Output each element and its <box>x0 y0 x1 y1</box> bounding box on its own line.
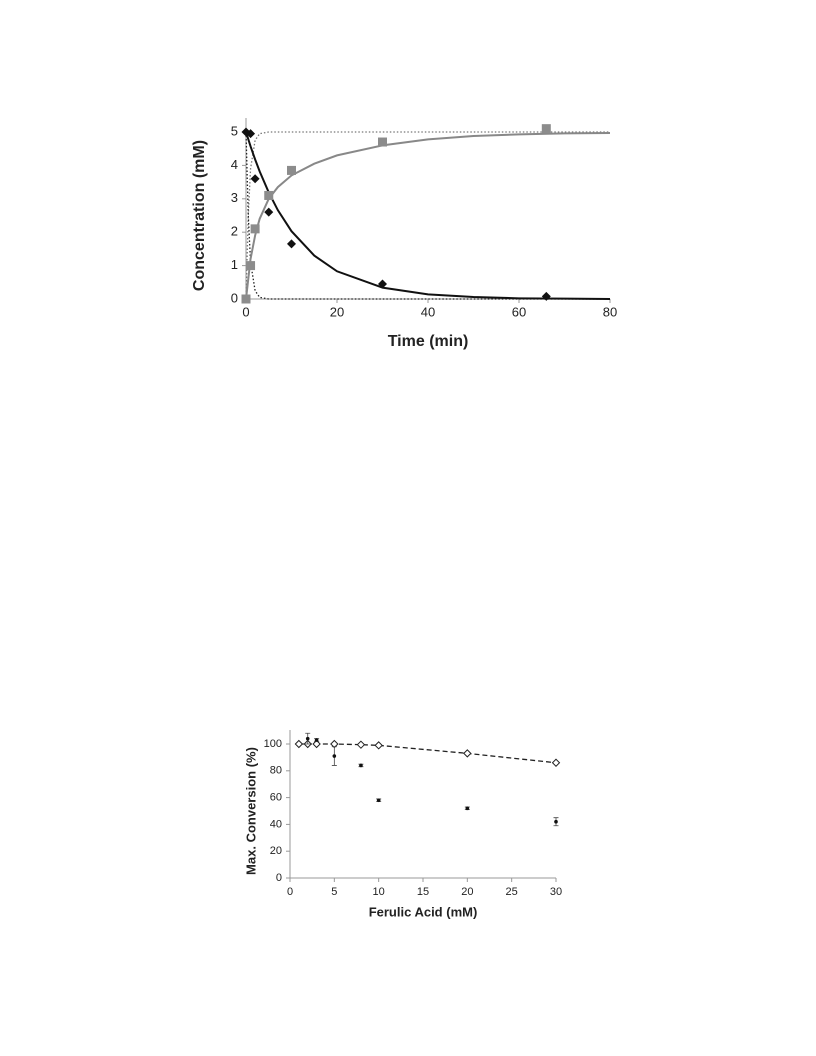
fit-line <box>245 131 610 300</box>
marker <box>359 763 363 768</box>
x-tick-label: 30 <box>550 886 562 898</box>
y-axis-label: Max. Conversion (%) <box>243 747 258 875</box>
y-tick-label: 20 <box>270 845 282 857</box>
y-tick-label: 3 <box>231 190 238 205</box>
marker <box>463 749 472 758</box>
x-tick-label: 0 <box>287 886 293 898</box>
marker <box>376 798 381 803</box>
marker <box>332 754 337 758</box>
marker <box>551 758 561 767</box>
marker <box>250 224 260 234</box>
y-tick-label: 4 <box>231 157 238 172</box>
y-tick-label: 60 <box>270 792 282 804</box>
y-tick-label: 80 <box>270 765 282 777</box>
marker <box>378 137 387 147</box>
y-tick-label: 40 <box>270 818 282 830</box>
x-tick-label: 80 <box>603 304 617 319</box>
marker <box>305 736 310 741</box>
x-tick-label: 15 <box>417 886 429 898</box>
x-tick-label: 25 <box>506 886 518 898</box>
fit-line <box>298 743 557 764</box>
x-tick-label: 40 <box>421 304 435 319</box>
y-tick-label: 2 <box>231 224 238 239</box>
y-tick-label: 5 <box>231 123 238 138</box>
marker <box>314 738 319 742</box>
y-axis-label: Concentration (mM) <box>191 140 208 291</box>
marker <box>294 739 304 749</box>
x-axis-label: Ferulic Acid (mM) <box>369 904 478 919</box>
marker <box>465 806 470 811</box>
y-tick-label: 0 <box>231 290 238 305</box>
marker <box>356 740 366 749</box>
x-tick-label: 5 <box>331 886 337 898</box>
x-tick-label: 60 <box>512 304 526 319</box>
marker <box>241 294 251 304</box>
fit-line <box>245 131 610 300</box>
y-tick-label: 100 <box>264 738 282 750</box>
marker <box>250 174 260 184</box>
marker <box>541 124 551 134</box>
marker <box>246 261 256 271</box>
x-tick-label: 20 <box>330 304 344 319</box>
x-tick-label: 20 <box>461 886 473 898</box>
x-axis-label: Time (min) <box>388 333 469 350</box>
marker <box>541 291 551 301</box>
y-tick-label: 1 <box>231 257 238 272</box>
x-tick-label: 10 <box>373 886 385 898</box>
marker <box>374 741 383 750</box>
fit-line <box>245 132 611 300</box>
marker <box>287 239 296 249</box>
marker <box>554 819 558 824</box>
y-tick-label: 0 <box>276 872 282 884</box>
marker <box>264 190 274 200</box>
marker <box>246 129 256 139</box>
fit-line <box>245 131 611 300</box>
marker <box>378 279 387 289</box>
marker <box>264 207 274 217</box>
marker <box>312 739 321 749</box>
marker <box>287 165 296 175</box>
x-tick-label: 0 <box>242 304 249 319</box>
